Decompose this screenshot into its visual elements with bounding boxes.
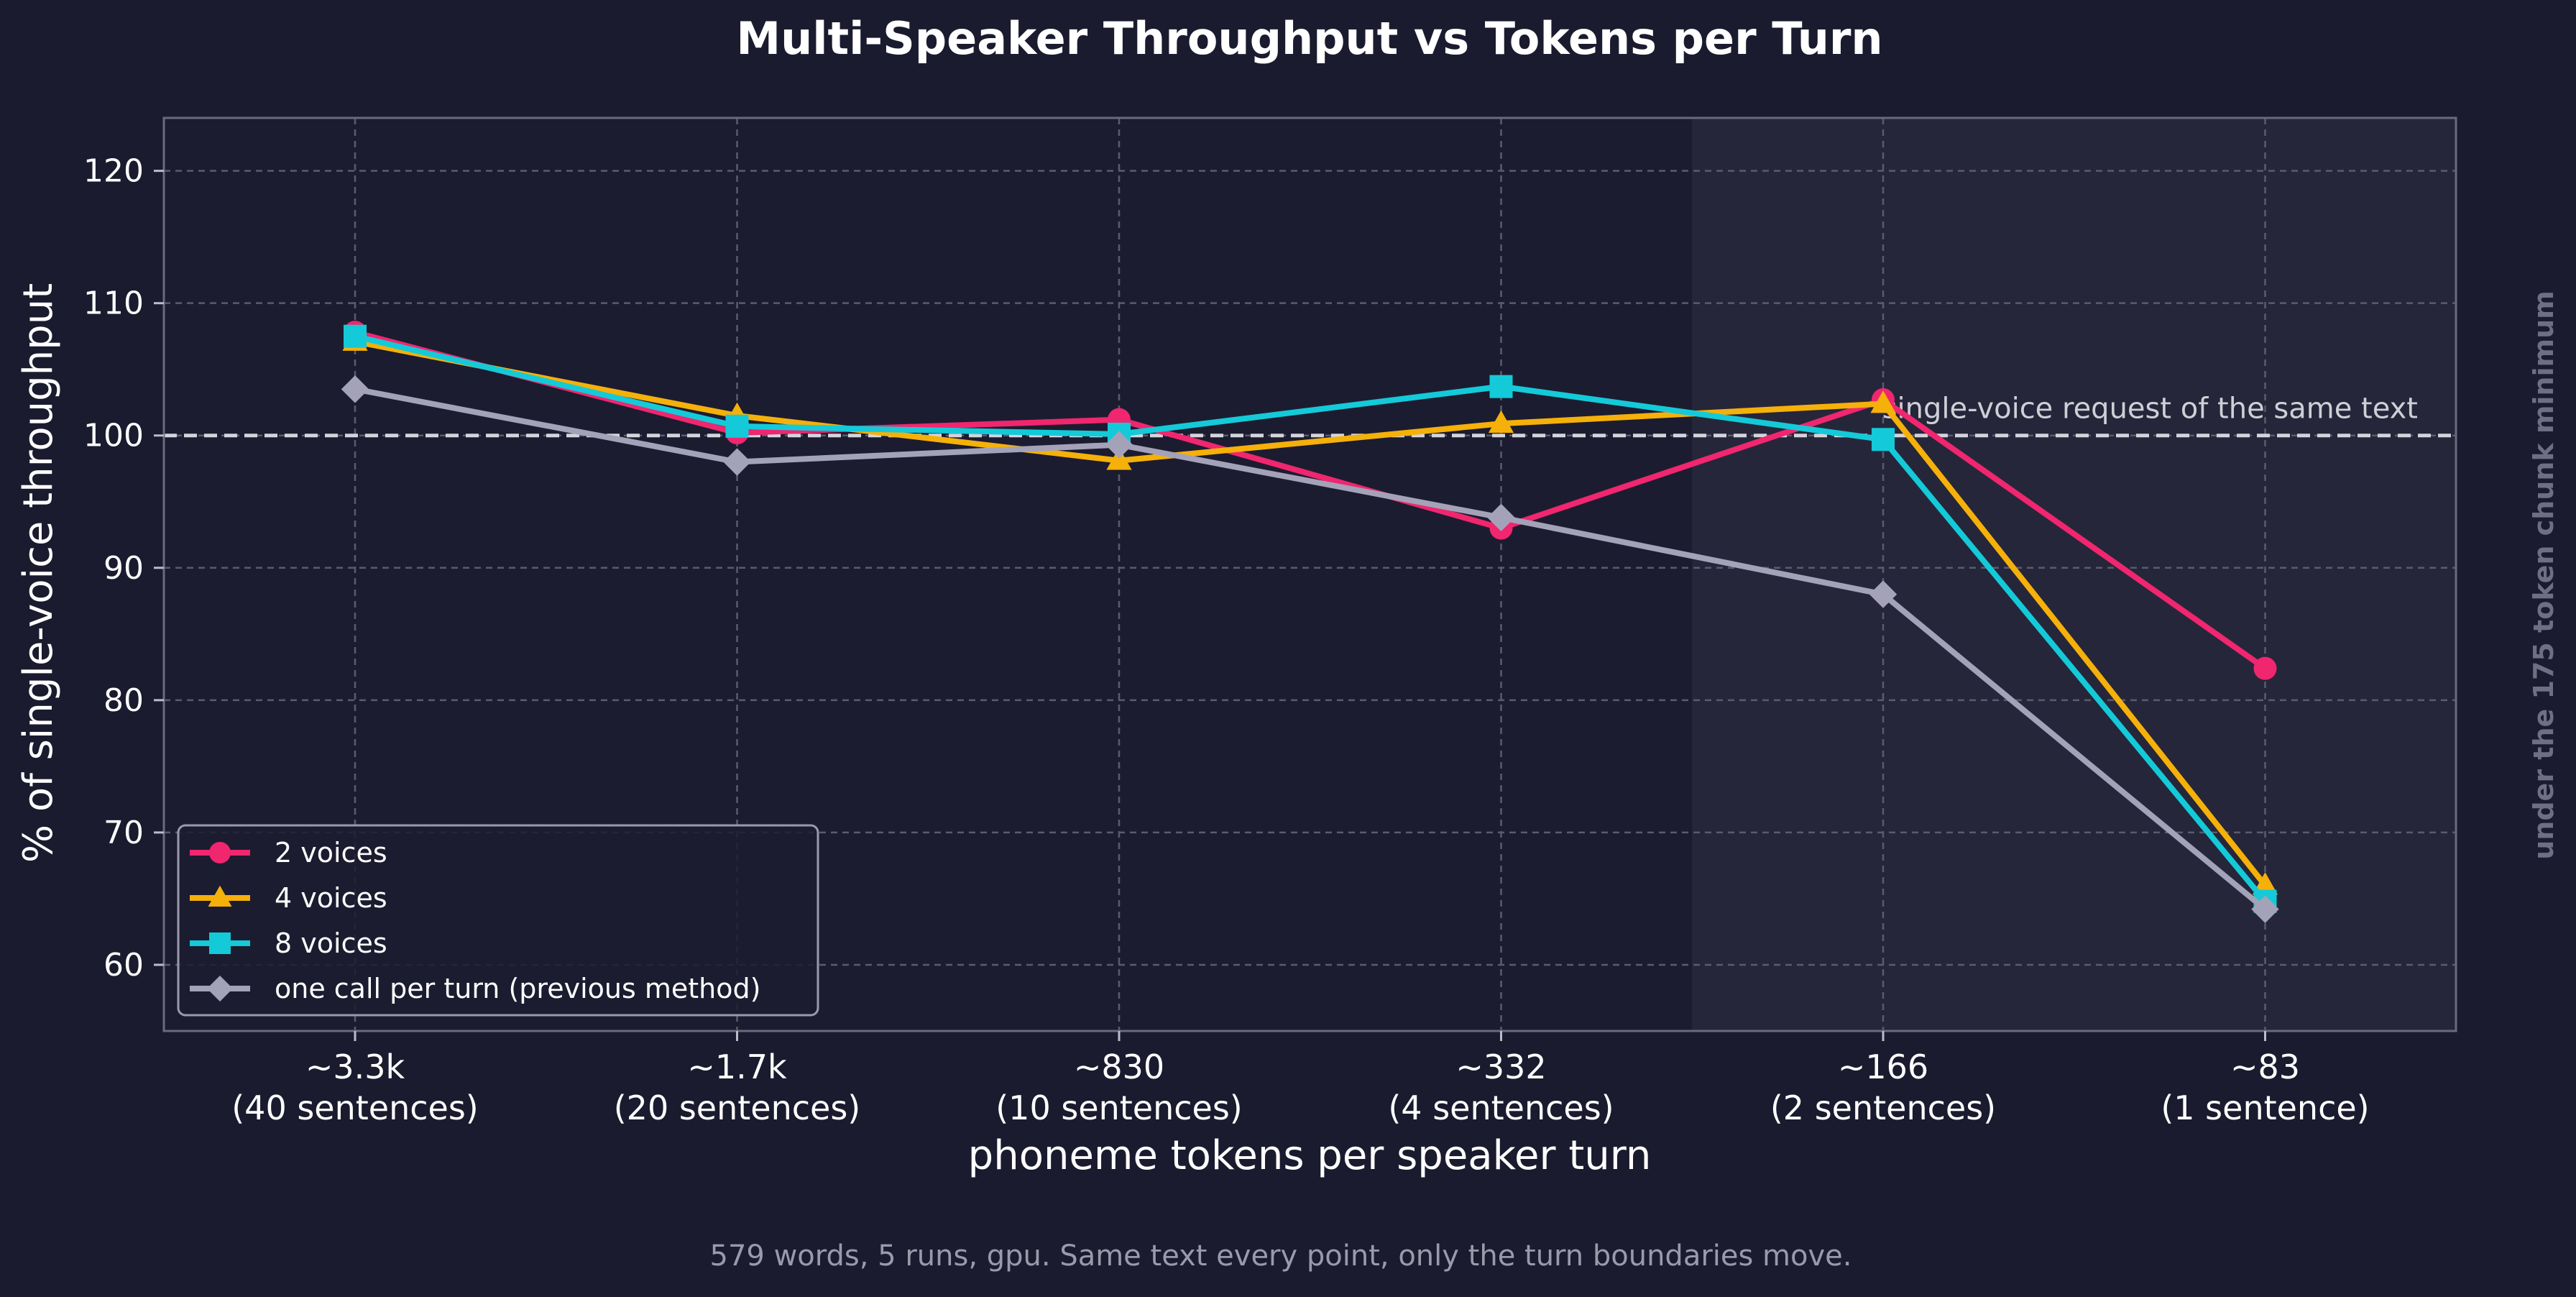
shaded-region-note: under the 175 token chunk minimum xyxy=(2528,290,2559,860)
series-line xyxy=(352,333,2268,904)
x-tick-label: ~1.7k xyxy=(687,1048,787,1086)
series-line xyxy=(352,386,2268,912)
data-point xyxy=(2252,872,2278,895)
x-tick-sublabel: (10 sentences) xyxy=(995,1089,1243,1127)
legend-label: 2 voices xyxy=(275,837,387,869)
legend-entry: 4 voices xyxy=(190,882,387,914)
legend-swatch-marker xyxy=(209,932,231,954)
series-line xyxy=(352,329,2268,672)
data-point xyxy=(1872,428,1895,452)
x-axis-label: phoneme tokens per speaker turn xyxy=(968,1132,1652,1179)
legend-entry: 8 voices xyxy=(190,927,387,959)
plot-border xyxy=(162,116,2457,1032)
data-point xyxy=(1870,390,1896,413)
data-point xyxy=(341,375,369,403)
legend-swatch-marker xyxy=(208,885,232,907)
legend xyxy=(177,824,819,1017)
chart-title: Multi-Speaker Throughput vs Tokens per T… xyxy=(736,12,1882,65)
data-point xyxy=(1105,431,1133,459)
data-point xyxy=(1869,580,1898,608)
legend-label: 4 voices xyxy=(275,882,387,914)
legend-entry: 2 voices xyxy=(190,837,387,869)
series-3 xyxy=(344,324,2277,913)
data-point xyxy=(1488,410,1514,433)
y-tick-label: 70 xyxy=(104,815,144,851)
x-tick-sublabel: (4 sentences) xyxy=(1388,1089,1614,1127)
y-tick-label: 110 xyxy=(83,285,144,322)
reference-line-label: single-voice request of the same text xyxy=(1882,393,2418,426)
y-tick-label: 60 xyxy=(104,947,144,984)
x-tick-sublabel: (1 sentence) xyxy=(2161,1089,2369,1127)
shaded-region xyxy=(1692,118,2456,1031)
legend-label: 8 voices xyxy=(275,927,387,959)
x-tick-label: ~166 xyxy=(1838,1048,1928,1086)
data-point xyxy=(1106,447,1132,470)
data-point xyxy=(1487,503,1515,532)
y-tick-label: 120 xyxy=(83,153,144,190)
series-4 xyxy=(341,375,2279,923)
footnote: 579 words, 5 runs, gpu. Same text every … xyxy=(710,1239,1852,1273)
x-tick-sublabel: (40 sentences) xyxy=(231,1089,479,1127)
data-point xyxy=(723,448,751,476)
y-axis-label: % of single-voice throughput xyxy=(15,283,62,863)
legend-label: one call per turn (previous method) xyxy=(275,973,760,1004)
legend-swatch-marker xyxy=(207,976,233,1002)
x-tick-label: ~3.3k xyxy=(305,1048,405,1086)
x-tick-label: ~830 xyxy=(1074,1048,1164,1086)
data-point xyxy=(344,324,367,348)
x-tick-label: ~332 xyxy=(1455,1048,1546,1086)
series-line xyxy=(352,339,2268,889)
x-tick-sublabel: (2 sentences) xyxy=(1770,1089,1996,1127)
data-point xyxy=(2253,656,2277,680)
legend-entry: one call per turn (previous method) xyxy=(190,973,760,1004)
data-point xyxy=(1489,375,1513,398)
data-point xyxy=(725,414,749,438)
legend-swatch-marker xyxy=(209,842,231,863)
y-tick-label: 90 xyxy=(104,550,144,587)
y-tick-label: 80 xyxy=(104,682,144,719)
x-tick-sublabel: (20 sentences) xyxy=(614,1089,861,1127)
x-tick-label: ~83 xyxy=(2230,1048,2300,1086)
y-tick-label: 100 xyxy=(83,418,144,454)
data-point xyxy=(2251,895,2279,923)
